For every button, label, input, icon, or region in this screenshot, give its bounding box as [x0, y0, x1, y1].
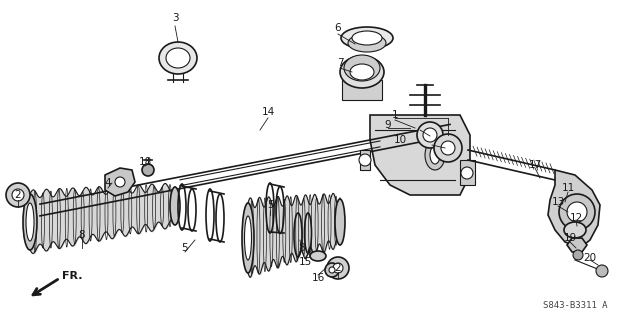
Polygon shape	[567, 238, 587, 252]
Circle shape	[596, 265, 608, 277]
Circle shape	[559, 194, 595, 230]
Text: 17: 17	[529, 160, 541, 170]
Text: 7: 7	[337, 58, 343, 68]
Polygon shape	[360, 150, 370, 170]
Circle shape	[333, 263, 343, 273]
Text: 14: 14	[261, 107, 275, 117]
Text: 11: 11	[561, 183, 575, 193]
Text: 13: 13	[552, 197, 564, 207]
Circle shape	[115, 177, 125, 187]
Polygon shape	[548, 170, 600, 248]
Polygon shape	[370, 115, 470, 195]
Circle shape	[359, 154, 371, 166]
Ellipse shape	[350, 64, 374, 80]
Ellipse shape	[352, 31, 382, 45]
Text: 10: 10	[394, 135, 406, 145]
Text: 4: 4	[105, 178, 111, 188]
Ellipse shape	[335, 199, 345, 245]
Ellipse shape	[425, 140, 445, 170]
Ellipse shape	[341, 27, 393, 49]
Circle shape	[434, 134, 462, 162]
Text: 6: 6	[335, 23, 341, 33]
Text: 8: 8	[299, 243, 305, 253]
Circle shape	[423, 128, 437, 142]
Circle shape	[573, 250, 583, 260]
Text: 5: 5	[182, 243, 188, 253]
Text: 2: 2	[15, 190, 21, 200]
Ellipse shape	[344, 55, 380, 81]
Text: 16: 16	[312, 273, 324, 283]
Circle shape	[441, 141, 455, 155]
Ellipse shape	[242, 203, 254, 273]
Text: S843-B3311 A: S843-B3311 A	[543, 300, 607, 309]
Polygon shape	[105, 168, 135, 196]
Ellipse shape	[26, 203, 34, 241]
Ellipse shape	[564, 222, 586, 238]
Text: 9: 9	[385, 120, 391, 130]
Circle shape	[325, 263, 339, 277]
Ellipse shape	[170, 187, 180, 225]
Ellipse shape	[340, 56, 384, 88]
Circle shape	[417, 122, 443, 148]
Polygon shape	[342, 80, 382, 100]
Text: 1: 1	[392, 110, 398, 120]
Text: 20: 20	[584, 253, 596, 263]
Text: 12: 12	[570, 213, 582, 223]
Text: 19: 19	[563, 233, 577, 243]
Circle shape	[461, 167, 473, 179]
Text: 3: 3	[172, 13, 179, 23]
Text: 8: 8	[79, 230, 85, 240]
Circle shape	[142, 164, 154, 176]
Circle shape	[6, 183, 30, 207]
Text: 15: 15	[298, 257, 312, 267]
Circle shape	[12, 189, 24, 201]
Ellipse shape	[166, 48, 190, 68]
Text: 18: 18	[138, 157, 152, 167]
Circle shape	[329, 267, 335, 273]
Ellipse shape	[310, 251, 326, 261]
Text: 2: 2	[335, 263, 341, 273]
Text: FR.: FR.	[62, 271, 83, 281]
Ellipse shape	[23, 194, 37, 250]
Circle shape	[567, 202, 587, 222]
Ellipse shape	[430, 146, 440, 164]
Text: 5: 5	[267, 200, 273, 210]
Ellipse shape	[244, 216, 252, 260]
Ellipse shape	[348, 34, 386, 52]
Ellipse shape	[159, 42, 197, 74]
Polygon shape	[460, 160, 475, 185]
Circle shape	[327, 257, 349, 279]
